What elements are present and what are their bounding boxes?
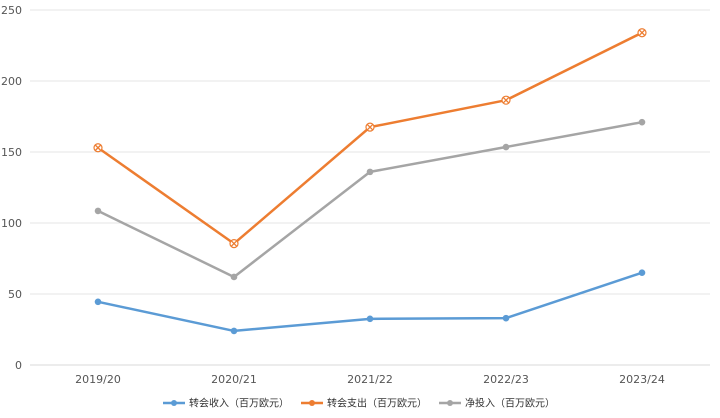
data-point	[366, 168, 374, 176]
legend-item-2: 净投入（百万欧元）	[439, 397, 555, 410]
series-2	[94, 118, 646, 281]
y-tick-label: 50	[8, 288, 22, 301]
data-point	[366, 315, 374, 323]
data-point	[502, 314, 510, 322]
x-tick-label: 2021/22	[347, 373, 393, 386]
data-point	[94, 298, 102, 306]
data-point	[230, 273, 238, 281]
x-tick-label: 2023/24	[619, 373, 665, 386]
legend-item-1: 转会支出（百万欧元）	[301, 397, 427, 410]
legend-marker	[309, 400, 315, 406]
legend-label: 转会支出（百万欧元）	[327, 397, 427, 410]
data-point	[93, 143, 103, 153]
y-tick-label: 100	[1, 217, 22, 230]
data-point	[638, 118, 646, 126]
series-1	[93, 28, 647, 249]
series-line	[96, 271, 644, 333]
y-tick-label: 250	[1, 4, 22, 17]
gridlines	[30, 9, 710, 366]
data-point	[365, 122, 375, 132]
x-tick-label: 2019/20	[75, 373, 121, 386]
legend-label: 净投入（百万欧元）	[465, 397, 555, 410]
series-line	[96, 120, 644, 279]
legend-marker	[171, 400, 177, 406]
data-point	[230, 327, 238, 335]
legend-item-0: 转会收入（百万欧元）	[163, 397, 289, 410]
legend: 转会收入（百万欧元） 转会支出（百万欧元） 净投入（百万欧元）	[163, 397, 555, 410]
series-lines	[93, 28, 647, 335]
data-point	[94, 207, 102, 215]
legend-marker	[447, 400, 453, 406]
data-point	[502, 143, 510, 151]
y-tick-label: 200	[1, 75, 22, 88]
x-tick-label: 2022/23	[483, 373, 529, 386]
y-tick-label: 0	[15, 359, 22, 372]
legend-label: 转会收入（百万欧元）	[189, 397, 289, 410]
y-tick-label: 150	[1, 146, 22, 159]
data-point	[501, 95, 511, 105]
x-tick-label: 2020/21	[211, 373, 257, 386]
y-axis: 0 50 100 150 200 250	[1, 4, 22, 372]
data-point	[638, 269, 646, 277]
series-0	[94, 269, 646, 335]
x-axis: 2019/20 2020/21 2021/22 2022/23 2023/24	[75, 373, 665, 386]
data-point	[229, 238, 239, 249]
data-point	[637, 28, 647, 38]
